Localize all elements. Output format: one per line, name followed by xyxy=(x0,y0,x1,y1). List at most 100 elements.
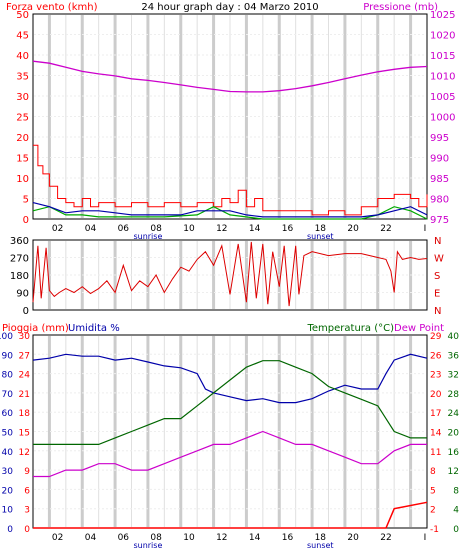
humidity-axis-title: Umidita % xyxy=(68,323,120,334)
chart-title: 24 hour graph day : 04 Marzo 2010 xyxy=(141,2,318,13)
humidity-tick-label: 10 xyxy=(2,506,14,516)
time-tick-label: 18 xyxy=(315,224,327,234)
time-tick-label: 12 xyxy=(216,533,227,543)
compass-tick-label: W xyxy=(434,254,444,265)
rain-tick-label: 30 xyxy=(19,332,31,342)
time-tick-label: 10 xyxy=(183,224,195,234)
time-tick-label: 18 xyxy=(315,533,327,543)
rain-tick-label: 12 xyxy=(19,448,30,458)
humidity-tick-label: 100 xyxy=(0,332,13,342)
sunrise-label: sunrise xyxy=(133,541,162,550)
compass-tick-label: S xyxy=(434,271,440,282)
time-tick-label: 22 xyxy=(380,224,391,234)
temperature-tick-label: -1 xyxy=(430,525,439,535)
time-tick-label: 16 xyxy=(282,533,294,543)
temperature-axis-title: Temperatura (°C) xyxy=(306,323,394,334)
wind-tick-label: 45 xyxy=(16,31,29,42)
sunset-label: sunset xyxy=(307,541,334,550)
grid-layer xyxy=(34,15,426,527)
series-layer xyxy=(32,60,428,529)
wind-tick-label: 15 xyxy=(16,154,29,165)
temperature-tick-label: 17 xyxy=(430,409,441,419)
compass-tick-label: N xyxy=(434,236,441,247)
pressure-tick-label: 980 xyxy=(430,195,449,206)
wind-tick-label: 35 xyxy=(16,72,29,83)
wind-axis-title: Forza vento (kmh) xyxy=(6,2,98,13)
rain-tick-label: 9 xyxy=(24,467,30,477)
temperature-line xyxy=(33,360,427,445)
time-tick-label: 02 xyxy=(52,224,63,234)
time-tick-label: 08 xyxy=(150,533,162,543)
pressure-tick-label: 1025 xyxy=(430,10,455,21)
humidity-tick-label: 20 xyxy=(2,486,14,496)
rain-tick-label: 21 xyxy=(19,390,30,400)
pressure-tick-label: 995 xyxy=(430,133,449,144)
time-tick-label: 14 xyxy=(249,533,261,543)
temperature-alt-tick-label: 4 xyxy=(453,506,459,516)
rain-tick-label: 15 xyxy=(19,429,30,439)
rain-tick-label: 27 xyxy=(19,351,30,361)
humidity-tick-label: 60 xyxy=(2,409,14,419)
wind-tick-label: 20 xyxy=(16,133,29,144)
wind-tick-label: 30 xyxy=(16,92,29,103)
humidity-tick-label: 50 xyxy=(2,429,14,439)
compass-tick-label: N xyxy=(434,306,441,317)
time-tick-label: 04 xyxy=(85,533,97,543)
wind-tick-label: 5 xyxy=(23,195,29,206)
pressure-tick-label: 1010 xyxy=(430,72,455,83)
direction-tick-label: 180 xyxy=(10,271,29,282)
dewpoint-axis-title: Dew Point xyxy=(394,323,444,334)
time-tick-label: 04 xyxy=(85,224,97,234)
humidity-tick-label: 40 xyxy=(2,448,14,458)
pressure-tick-label: 1005 xyxy=(430,92,455,103)
time-tick-label: 22 xyxy=(380,533,391,543)
rain-tick-label: 6 xyxy=(24,486,30,496)
humidity-line xyxy=(32,353,428,404)
temperature-tick-label: 20 xyxy=(430,390,442,400)
rain-tick-label: 3 xyxy=(24,506,30,516)
compass-tick-label: E xyxy=(434,289,440,300)
time-tick-label: 06 xyxy=(118,224,130,234)
temperature-alt-tick-label: 36 xyxy=(448,351,460,361)
rain-line xyxy=(33,501,428,529)
rain-tick-label: 24 xyxy=(19,371,31,381)
time-tick-label: 14 xyxy=(249,224,261,234)
rain-axis-title: Pioggia (mm) xyxy=(2,323,69,334)
wind-tick-label: 25 xyxy=(16,113,29,124)
temperature-alt-tick-label: 32 xyxy=(448,371,459,381)
temperature-alt-tick-label: 12 xyxy=(448,467,459,477)
temperature-tick-label: 5 xyxy=(430,486,436,496)
humidity-tick-label: 30 xyxy=(2,467,14,477)
dewpoint-line xyxy=(33,430,427,478)
pressure-axis-title: Pressione (mb) xyxy=(363,2,438,13)
temperature-tick-label: 8 xyxy=(430,467,436,477)
time-tick-label: 02 xyxy=(52,533,63,543)
humidity-tick-label: 0 xyxy=(7,525,13,535)
temperature-alt-tick-label: 40 xyxy=(448,332,460,342)
temperature-tick-label: 26 xyxy=(430,351,442,361)
pressure-tick-label: 1015 xyxy=(430,51,455,62)
pressure-tick-label: 975 xyxy=(430,215,449,226)
temperature-alt-tick-label: 24 xyxy=(448,409,460,419)
temperature-alt-tick-label: 20 xyxy=(448,429,460,439)
temperature-alt-tick-label: 0 xyxy=(453,525,459,535)
temperature-tick-label: 29 xyxy=(430,332,442,342)
direction-tick-label: 0 xyxy=(23,306,29,317)
temperature-alt-tick-label: 8 xyxy=(453,486,459,496)
pressure-tick-label: 1020 xyxy=(430,31,455,42)
humidity-tick-label: 80 xyxy=(2,371,14,381)
time-tick-label: 16 xyxy=(282,224,294,234)
direction-tick-label: 270 xyxy=(10,254,29,265)
temperature-tick-label: 11 xyxy=(430,448,441,458)
time-tick-label: 20 xyxy=(347,533,359,543)
time-tick-label: 20 xyxy=(347,224,359,234)
pressure-line xyxy=(32,60,428,93)
pressure-tick-label: 985 xyxy=(430,174,449,185)
time-tick-label: 10 xyxy=(183,533,195,543)
rain-tick-label: 18 xyxy=(19,409,31,419)
wind-tick-label: 0 xyxy=(23,215,29,226)
humidity-tick-label: 90 xyxy=(2,351,14,361)
time-tick-label: 06 xyxy=(118,533,130,543)
